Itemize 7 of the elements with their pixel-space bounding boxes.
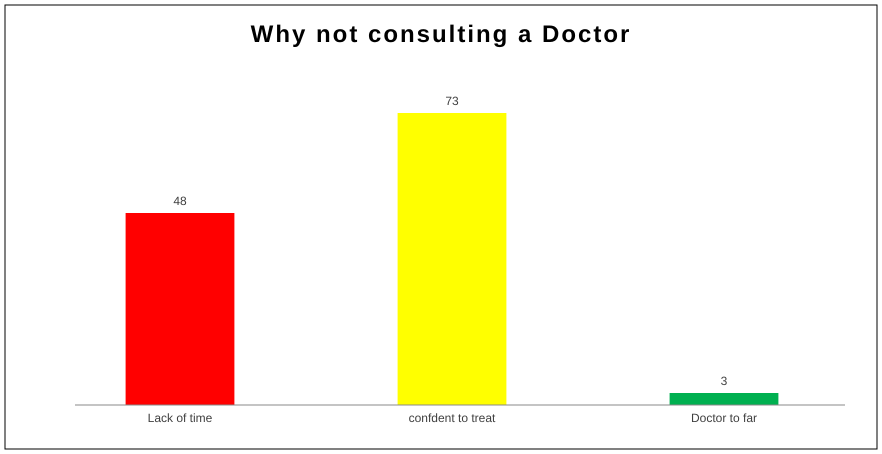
data-label: 48 [173,194,187,208]
data-label: 3 [720,374,728,388]
x-tick-label: Doctor to far [690,411,758,425]
data-label: 73 [445,94,459,108]
x-tick-label: Lack of time [148,411,213,425]
x-tick-label: confdent to treat [408,411,496,425]
chart-title: Why not consulting a Doctor [250,21,632,48]
